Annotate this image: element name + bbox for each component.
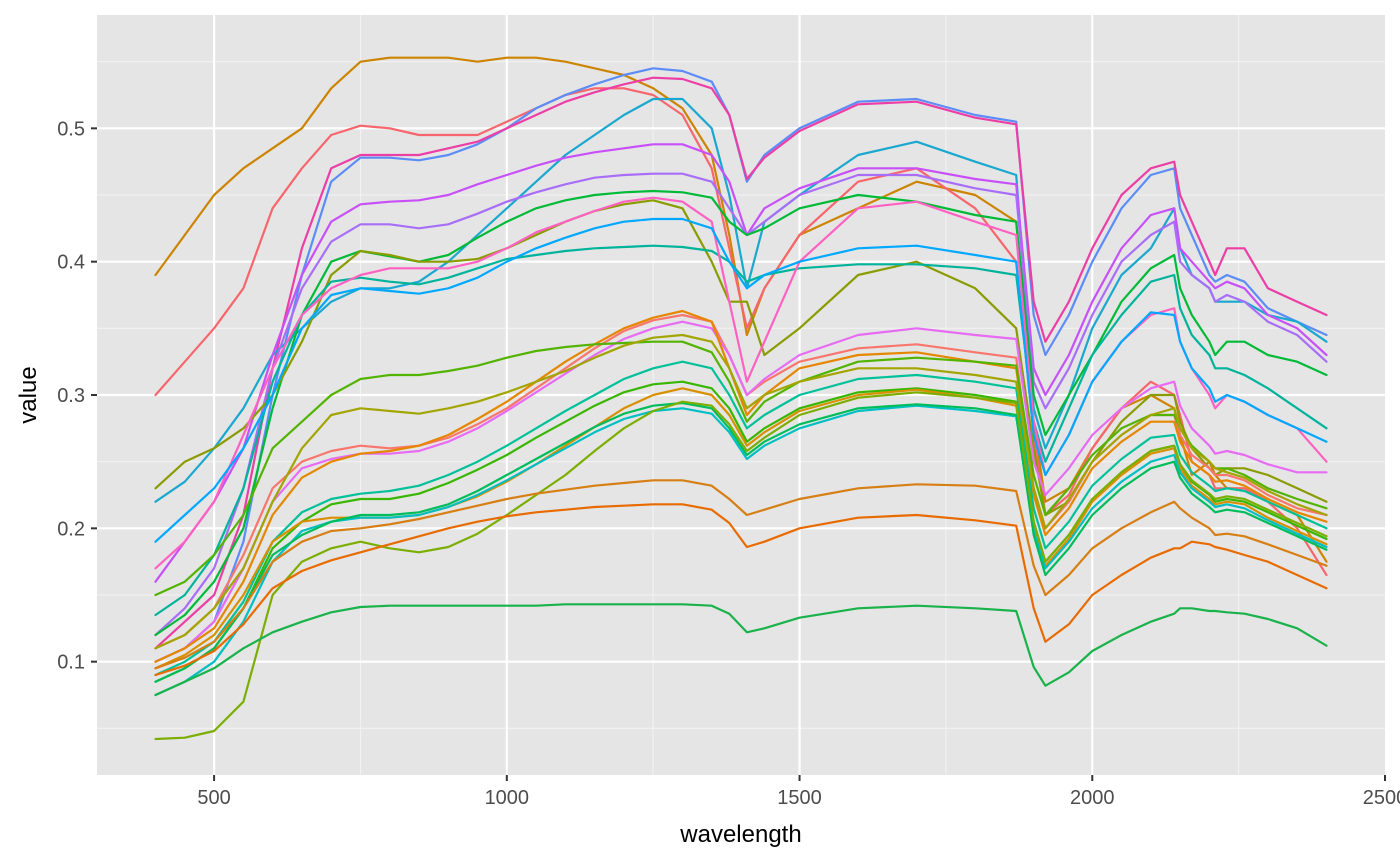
series-line-7 bbox=[154, 172, 1328, 637]
series-line-10 bbox=[154, 244, 1328, 617]
series-line-2 bbox=[154, 87, 1328, 577]
series-lines bbox=[154, 56, 1328, 741]
series-line-25 bbox=[154, 503, 1328, 677]
y-tick-label: 0.4 bbox=[57, 252, 85, 274]
y-axis-title: value bbox=[15, 366, 42, 423]
y-tick-label: 0.1 bbox=[57, 652, 85, 674]
series-line-18 bbox=[154, 333, 1328, 650]
series-line-23 bbox=[154, 391, 1328, 741]
series-line-15 bbox=[154, 309, 1328, 663]
y-axis-ticks: 0.1 0.2 0.3 0.4 0.5 bbox=[57, 118, 97, 674]
x-tick-label: 2000 bbox=[1070, 787, 1115, 809]
y-tick-label: 0.3 bbox=[57, 385, 85, 407]
series-line-22 bbox=[154, 401, 1328, 683]
series-line-12 bbox=[154, 217, 1328, 543]
series-line-16 bbox=[154, 360, 1328, 677]
y-tick-label: 0.5 bbox=[57, 118, 85, 140]
x-tick-label: 500 bbox=[197, 787, 230, 809]
x-tick-label: 1500 bbox=[777, 787, 822, 809]
series-line-24 bbox=[154, 479, 1328, 670]
series-line-26 bbox=[154, 603, 1328, 697]
series-line-4 bbox=[154, 76, 1328, 650]
x-axis-title: wavelength bbox=[679, 821, 801, 848]
series-line-6 bbox=[154, 143, 1328, 583]
series-line-21 bbox=[154, 404, 1328, 697]
x-tick-label: 1000 bbox=[485, 787, 530, 809]
y-tick-label: 0.2 bbox=[57, 518, 85, 540]
